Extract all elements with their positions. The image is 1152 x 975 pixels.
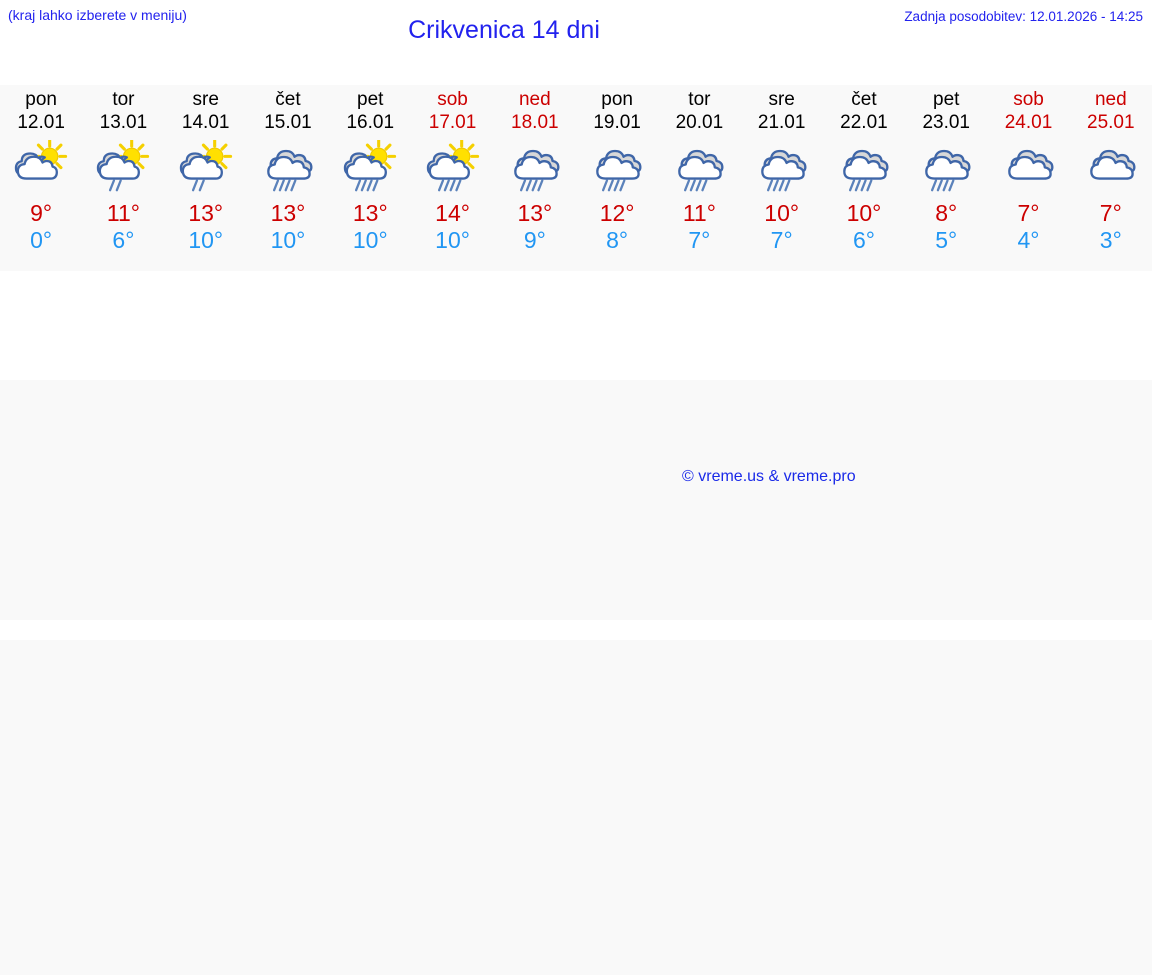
- min-temperature-value: 3°: [1099, 227, 1122, 253]
- day-of-week-label: čet: [851, 89, 877, 110]
- day-date-label: 17.01: [428, 112, 477, 133]
- day-date-label: 14.01: [181, 112, 230, 133]
- sun-cloud-rain-icon: [411, 136, 493, 198]
- day-date-label: 25.01: [1087, 112, 1135, 133]
- day-date-label: 13.01: [99, 112, 148, 133]
- day-date-label: 15.01: [264, 112, 312, 133]
- max-temperature-value: 10°: [764, 200, 800, 226]
- min-temperature-value: 10°: [270, 227, 306, 253]
- day-date-label: 20.01: [675, 112, 724, 133]
- forecast-day-column[interactable]: sob 24.01 7° 4°: [987, 85, 1069, 271]
- sun-cloud-rain-icon: [329, 136, 411, 198]
- day-date-label: 16.01: [346, 112, 395, 133]
- cloudy-icon: [987, 136, 1069, 198]
- forecast-day-column[interactable]: tor 13.01 11° 6°: [82, 85, 164, 271]
- forecast-day-column[interactable]: tor 20.01 11° 7°: [658, 85, 740, 271]
- forecast-day-column[interactable]: sre 14.01 13° 10°: [165, 85, 247, 271]
- min-temperature-value: 5°: [935, 227, 958, 253]
- max-temperature-value: 7°: [1017, 200, 1040, 226]
- day-of-week-label: pet: [357, 89, 384, 110]
- max-temperature-value: 13°: [188, 200, 224, 226]
- day-of-week-label: sob: [437, 89, 468, 110]
- day-of-week-label: sre: [192, 89, 219, 110]
- copyright-label: © vreme.us & vreme.pro: [682, 468, 856, 485]
- min-temperature-value: 0°: [30, 227, 53, 253]
- forecast-day-column[interactable]: sob 17.01 14° 10°: [411, 85, 493, 271]
- day-of-week-label: pet: [933, 89, 960, 110]
- max-temperature-value: 13°: [352, 200, 388, 226]
- day-date-label: 19.01: [593, 112, 641, 133]
- min-temperature-value: 10°: [435, 227, 470, 253]
- min-temperature-value: 6°: [852, 227, 875, 253]
- day-date-label: 22.01: [840, 112, 888, 133]
- max-temperature-value: 13°: [517, 200, 553, 226]
- max-temperature-value: 11°: [682, 200, 716, 226]
- day-of-week-label: tor: [688, 89, 711, 110]
- cloud-rain-icon: [823, 136, 905, 198]
- cloud-rain-icon: [576, 136, 658, 198]
- max-temperature-value: 7°: [1099, 200, 1122, 226]
- sun-cloud-light-rain-icon: [165, 136, 247, 198]
- day-date-label: 23.01: [922, 112, 970, 133]
- cloud-rain-icon: [247, 136, 329, 198]
- day-of-week-label: tor: [112, 89, 135, 110]
- day-date-label: 24.01: [1004, 112, 1053, 133]
- forecast-day-column[interactable]: sre 21.01 10° 7°: [741, 85, 823, 271]
- max-temperature-value: 10°: [846, 200, 882, 226]
- max-temperature-value: 14°: [435, 200, 470, 226]
- day-date-label: 21.01: [757, 112, 806, 133]
- day-of-week-label: pon: [601, 89, 633, 110]
- min-temperature-value: 8°: [606, 227, 629, 253]
- cloud-rain-icon: [494, 136, 576, 198]
- forecast-day-column[interactable]: ned 18.01 13° 9°: [494, 85, 576, 271]
- temperature-chart-section: Temperatura (°C) 051015: [0, 380, 1152, 975]
- min-temperature-value: 4°: [1017, 227, 1040, 253]
- day-date-label: 12.01: [17, 112, 65, 133]
- min-temperature-value: 7°: [688, 227, 711, 253]
- max-temperature-value: 12°: [599, 200, 635, 226]
- min-temperature-value: 7°: [770, 227, 793, 253]
- partly-cloudy-sun-icon: [0, 136, 82, 198]
- cloud-rain-icon: [658, 136, 740, 198]
- max-temperature-value: 8°: [935, 200, 958, 226]
- forecast-day-column[interactable]: pet 23.01 8° 5°: [905, 85, 987, 271]
- forecast-day-column[interactable]: pon 12.01 9° 0°: [0, 85, 82, 271]
- min-temperature-value: 10°: [188, 227, 224, 253]
- forecast-day-column[interactable]: ned 25.01 7° 3°: [1070, 85, 1152, 271]
- max-temperature-value: 11°: [106, 200, 140, 226]
- day-of-week-label: čet: [275, 89, 301, 110]
- day-of-week-label: sre: [768, 89, 795, 110]
- page-title: Crikvenica 14 dni: [408, 16, 600, 44]
- cloud-rain-icon: [905, 136, 987, 198]
- forecast-day-column[interactable]: čet 22.01 10° 6°: [823, 85, 905, 271]
- min-temperature-value: 9°: [523, 227, 546, 253]
- forecast-day-column[interactable]: pon 19.01 12° 8°: [576, 85, 658, 271]
- forecast-day-column[interactable]: pet 16.01 13° 10°: [329, 85, 411, 271]
- sun-cloud-light-rain-icon: [82, 136, 164, 198]
- location-menu-hint: (kraj lahko izberete v meniju): [8, 7, 187, 23]
- cloudy-icon: [1070, 136, 1152, 198]
- cloud-rain-icon: [741, 136, 823, 198]
- min-temperature-value: 10°: [352, 227, 388, 253]
- day-date-label: 18.01: [511, 112, 559, 133]
- day-of-week-label: ned: [518, 89, 551, 110]
- day-of-week-label: pon: [25, 89, 57, 110]
- daily-forecast-strip: pon 12.01 9° 0° tor 13.01 11° 6° sre 14.01 13° 10° č…: [0, 85, 1152, 271]
- forecast-day-column[interactable]: čet 15.01 13° 10°: [247, 85, 329, 271]
- day-of-week-label: ned: [1094, 89, 1127, 110]
- last-updated-label: Zadnja posodobitev: 12.01.2026 - 14:25: [904, 9, 1143, 24]
- max-temperature-value: 9°: [30, 200, 53, 226]
- min-temperature-value: 6°: [112, 227, 135, 253]
- max-temperature-value: 13°: [270, 200, 306, 226]
- day-of-week-label: sob: [1013, 89, 1044, 110]
- precipitation-chart-section: Količina padavin (mm) / Možnost padavin …: [0, 640, 1152, 975]
